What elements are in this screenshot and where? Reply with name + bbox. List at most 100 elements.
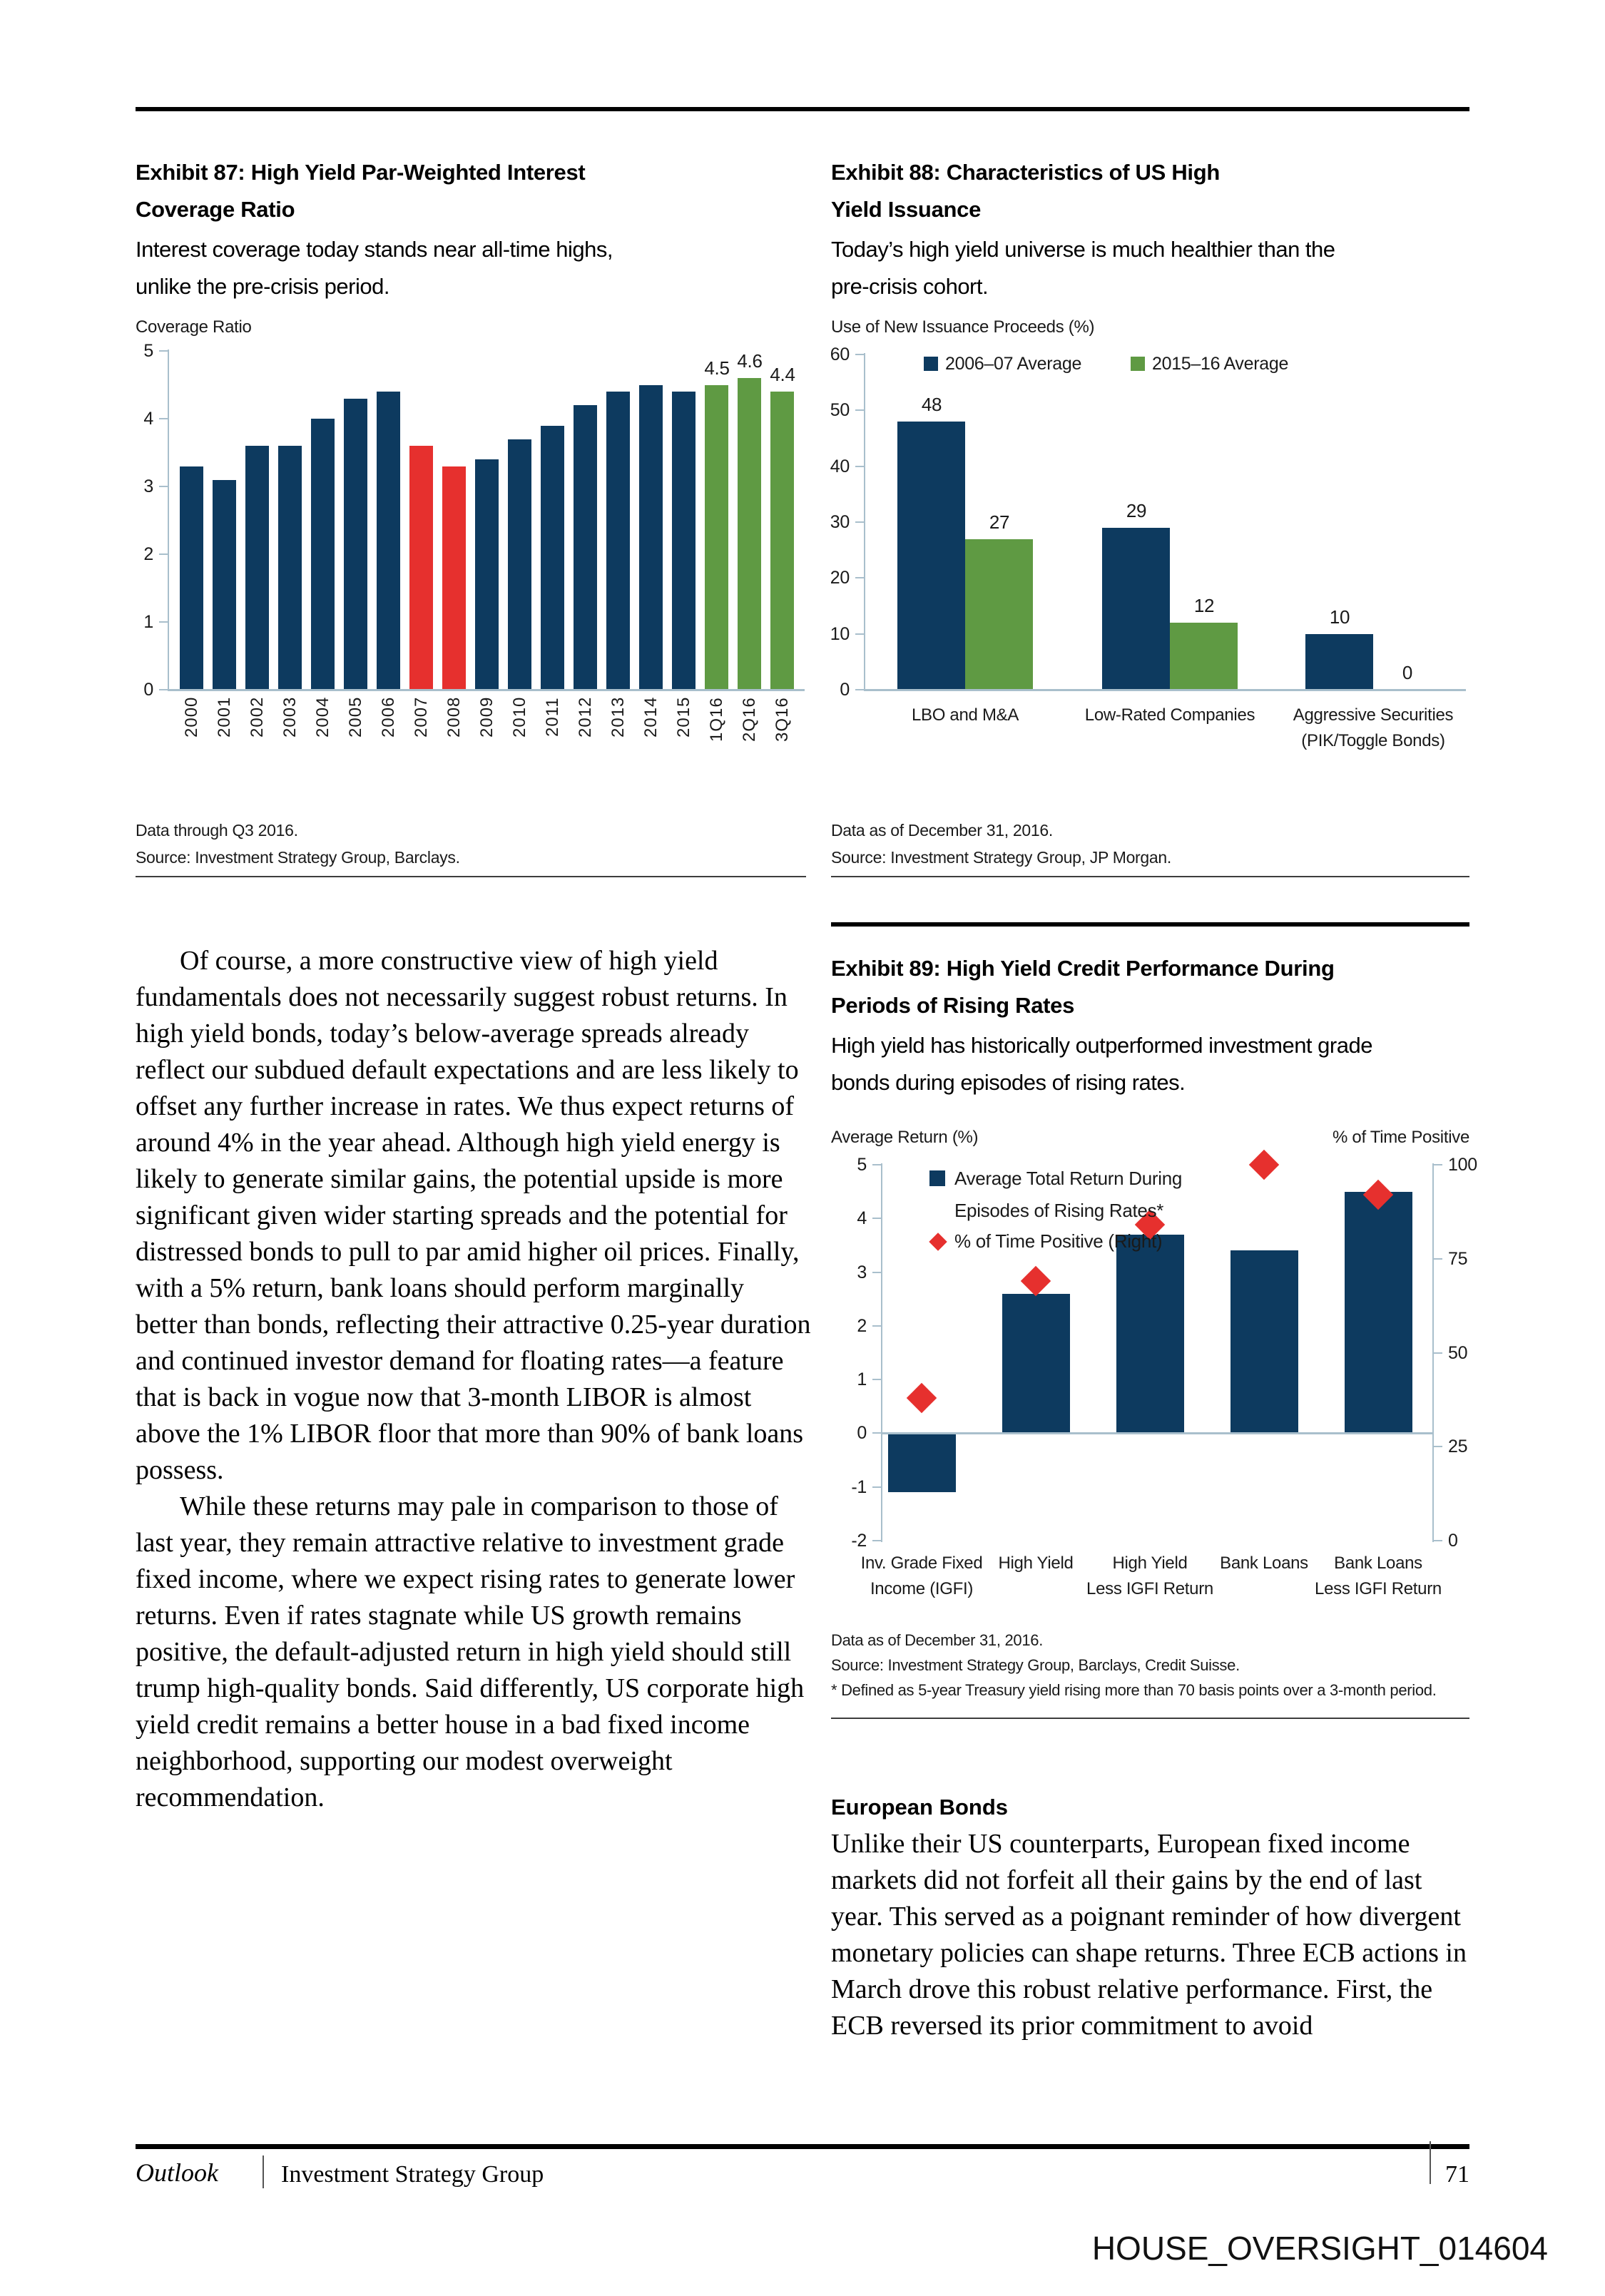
ex87-bar-2007: [409, 446, 433, 690]
ex89-left-tick-label: 3: [857, 1262, 867, 1282]
ex88-y-tick: [855, 354, 864, 355]
ex89-bar-3: [1230, 1250, 1298, 1433]
ex88-bar-green-0: [965, 539, 1033, 690]
exhibit89-subtitle: High yield has historically outperformed…: [831, 1033, 1372, 1095]
ex87-bar-2013: [606, 392, 630, 690]
ex87-bar-2010: [508, 439, 531, 690]
ex89-left-tick-label: -1: [851, 1477, 867, 1497]
ex89-right-tick: [1434, 1352, 1442, 1354]
ex88-legend-label: 2015–16 Average: [1152, 354, 1289, 374]
ex88-y-tick-label: 0: [840, 680, 850, 700]
ex88-bar-value-label: 27: [989, 511, 1010, 533]
exhibit89-left-axis-caption: Average Return (%): [831, 1128, 979, 1147]
ex89-left-tick: [872, 1164, 881, 1165]
ex89-legend-label-diamonds: % of Time Positive (Right): [954, 1230, 1163, 1252]
european-bonds-paragraph: Unlike their US counterparts, European f…: [831, 1829, 1467, 2041]
exhibit87-axis-caption: Coverage Ratio: [136, 317, 252, 337]
ex87-bar-2014: [639, 385, 663, 690]
ex89-legend-swatch-square: [929, 1170, 945, 1186]
footer-page-divider: [1430, 2141, 1431, 2184]
exhibit89-footnote: Data as of December 31, 2016. Source: In…: [831, 1631, 1437, 1699]
ex87-y-tick: [159, 621, 168, 623]
ex89-x-label: Bank Loans: [1220, 1553, 1308, 1573]
ex87-y-tick: [159, 689, 168, 690]
ex88-y-tick-label: 20: [830, 568, 850, 588]
ex87-bar-2011: [541, 426, 564, 690]
divider-after-exhibit89: [831, 1718, 1469, 1719]
ex89-x-label: Inv. Grade Fixed Income (IGFI): [860, 1553, 983, 1598]
ex88-y-tick-label: 30: [830, 512, 850, 532]
ex87-bar-2001: [213, 480, 236, 690]
ex87-x-label: 3Q16: [773, 697, 792, 742]
ex87-y-tick: [159, 553, 168, 555]
ex87-y-tick-label: 0: [143, 680, 153, 700]
exhibit87-footnote: Data through Q3 2016. Source: Investment…: [136, 821, 460, 867]
exhibit88-footnote: Data as of December 31, 2016. Source: In…: [831, 821, 1171, 867]
ex88-y-tick: [855, 521, 864, 523]
ex87-x-label: 2006: [379, 697, 398, 738]
ex89-bar-4: [1345, 1192, 1412, 1434]
ex87-x-label: 2007: [412, 697, 431, 738]
ex89-bar-2: [1116, 1235, 1184, 1434]
divider-left-column: [136, 876, 806, 877]
ex89-left-tick-label: -2: [851, 1531, 867, 1551]
ex88-bar-value-label: 29: [1126, 500, 1147, 521]
ex87-x-label: 2014: [641, 697, 661, 738]
ex87-bar-2006: [377, 392, 400, 690]
footer-rule: [136, 2144, 1469, 2149]
ex89-right-tick: [1434, 1540, 1442, 1541]
ex87-x-label: 2005: [346, 697, 365, 738]
ex88-legend-label: 2006–07 Average: [945, 354, 1082, 374]
ex87-bar-2Q16: [738, 378, 761, 690]
ex87-bar-3Q16: [770, 392, 794, 690]
ex87-x-label: 2012: [576, 697, 595, 738]
ex87-bar-2004: [311, 419, 335, 690]
ex88-y-tick: [855, 577, 864, 578]
body-paragraph-1: Of course, a more constructive view of h…: [136, 946, 811, 1485]
ex89-left-tick-label: 2: [857, 1316, 867, 1336]
ex89-right-tick: [1434, 1446, 1442, 1447]
ex87-bar-2009: [475, 459, 499, 690]
ex87-y-tick-label: 2: [143, 544, 153, 564]
exhibit88-title: Exhibit 88: Characteristics of US High Y…: [831, 160, 1221, 222]
footer-divider: [263, 2155, 264, 2188]
ex87-bar-1Q16: [705, 385, 728, 690]
ex89-left-tick: [872, 1325, 881, 1327]
exhibit88-axis-caption: Use of New Issuance Proceeds (%): [831, 317, 1095, 337]
ex87-x-label: 1Q16: [707, 697, 726, 742]
ex89-right-tick-label: 50: [1448, 1343, 1468, 1363]
ex87-y-tick-label: 1: [143, 612, 153, 632]
ex88-y-tick-label: 50: [830, 400, 850, 420]
ex88-x-label: Aggressive Securities (PIK/Toggle Bonds): [1293, 705, 1454, 750]
ex87-y-tick: [159, 418, 168, 419]
exhibit87-subtitle: Interest coverage today stands near all-…: [136, 237, 613, 299]
exhibit89-title: Exhibit 89: High Yield Credit Performanc…: [831, 956, 1335, 1018]
ex88-legend-swatch-green: [1131, 357, 1145, 371]
ex89-left-tick-label: 5: [857, 1155, 867, 1175]
footer-journal-name: Outlook: [136, 2158, 218, 2187]
ex89-left-tick: [872, 1540, 881, 1541]
ex87-bar-value-label: 4.6: [737, 350, 763, 372]
ex88-bar-value-label: 12: [1193, 595, 1215, 616]
ex87-x-label: 2Q16: [740, 697, 759, 742]
ex88-legend-swatch-navy: [924, 357, 938, 371]
ex89-left-tick-label: 4: [857, 1208, 867, 1228]
ex89-right-tick-label: 25: [1448, 1437, 1468, 1456]
ex87-y-tick-label: 4: [143, 409, 153, 429]
ex87-y-tick-label: 3: [143, 476, 153, 496]
ex88-x-label: Low-Rated Companies: [1084, 705, 1255, 725]
ex88-bar-navy-1: [1102, 528, 1170, 690]
exhibit87-title: Exhibit 87: High Yield Par-Weighted Inte…: [136, 160, 586, 222]
ex87-x-label: 2015: [674, 697, 693, 738]
ex87-x-label: 2004: [313, 697, 332, 738]
bates-stamp: HOUSE_OVERSIGHT_014604: [1091, 2230, 1548, 2267]
ex87-x-label: 2003: [280, 697, 300, 738]
exhibit88-subtitle: Today’s high yield universe is much heal…: [831, 237, 1335, 299]
ex87-bar-2012: [574, 405, 597, 690]
body-paragraph-2: While these returns may pale in comparis…: [136, 1491, 805, 1812]
ex89-left-tick: [872, 1432, 881, 1434]
ex87-bar-2015: [672, 392, 696, 690]
ex89-right-tick: [1434, 1258, 1442, 1260]
ex87-x-label: 2013: [608, 697, 628, 738]
